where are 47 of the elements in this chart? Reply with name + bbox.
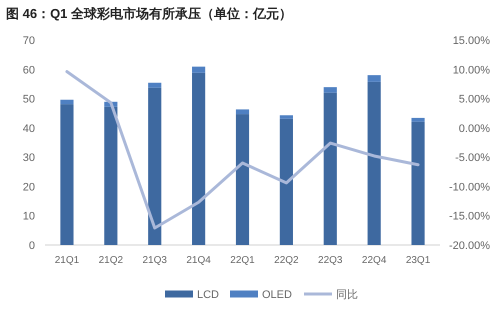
y2-tick-label: -20.00% bbox=[449, 240, 490, 252]
bar bbox=[148, 88, 162, 245]
bar bbox=[148, 82, 162, 88]
bar bbox=[192, 66, 206, 73]
bar bbox=[104, 106, 118, 245]
x-tick-label: 23Q1 bbox=[406, 255, 431, 266]
x-tick-label: 22Q4 bbox=[362, 255, 387, 266]
bar bbox=[411, 118, 425, 122]
x-tick-label: 22Q2 bbox=[274, 255, 300, 266]
bar bbox=[280, 118, 293, 245]
x-tick-label: 21Q2 bbox=[98, 255, 124, 266]
bar bbox=[192, 72, 206, 245]
bar bbox=[411, 122, 425, 245]
bar bbox=[324, 87, 337, 93]
x-tick-label: 22Q3 bbox=[318, 255, 343, 266]
y2-tick-label: -15.00% bbox=[449, 210, 490, 223]
x-tick-label: 21Q3 bbox=[142, 255, 168, 266]
bar bbox=[280, 115, 293, 119]
bar bbox=[60, 104, 74, 245]
legend-label: OLED bbox=[262, 289, 292, 301]
legend-label: LCD bbox=[197, 289, 220, 301]
bar bbox=[236, 109, 250, 114]
y-tick-label: 30 bbox=[22, 152, 35, 164]
y-tick-label: 0 bbox=[28, 240, 35, 252]
y2-tick-label: -10.00% bbox=[449, 181, 490, 194]
y-tick-label: 40 bbox=[22, 122, 35, 135]
legend-label: 同比 bbox=[336, 288, 358, 301]
y-tick-label: 10 bbox=[22, 210, 35, 223]
y-tick-label: 70 bbox=[22, 35, 35, 47]
bar bbox=[368, 75, 381, 82]
x-tick-label: 21Q4 bbox=[186, 255, 212, 266]
x-tick-label: 21Q1 bbox=[54, 255, 80, 266]
line-series bbox=[65, 70, 420, 230]
x-tick-label: 22Q1 bbox=[230, 255, 256, 266]
y2-tick-label: 0.00% bbox=[458, 122, 490, 135]
y-tick-label: 50 bbox=[22, 94, 35, 106]
y2-tick-label: 10.00% bbox=[452, 64, 490, 76]
y-tick-label: 60 bbox=[22, 64, 35, 76]
y2-tick-label: -5.00% bbox=[455, 152, 490, 164]
y2-tick-label: 5.00% bbox=[458, 94, 490, 106]
bar bbox=[324, 92, 337, 245]
bar bbox=[236, 114, 250, 245]
bar bbox=[368, 82, 381, 245]
y-tick-label: 20 bbox=[22, 181, 35, 194]
y2-tick-label: 15.00% bbox=[452, 35, 490, 47]
bar bbox=[60, 100, 74, 104]
chart-title: 图 46：Q1 全球彩电市场有所承压（单位：亿元） bbox=[6, 6, 292, 21]
